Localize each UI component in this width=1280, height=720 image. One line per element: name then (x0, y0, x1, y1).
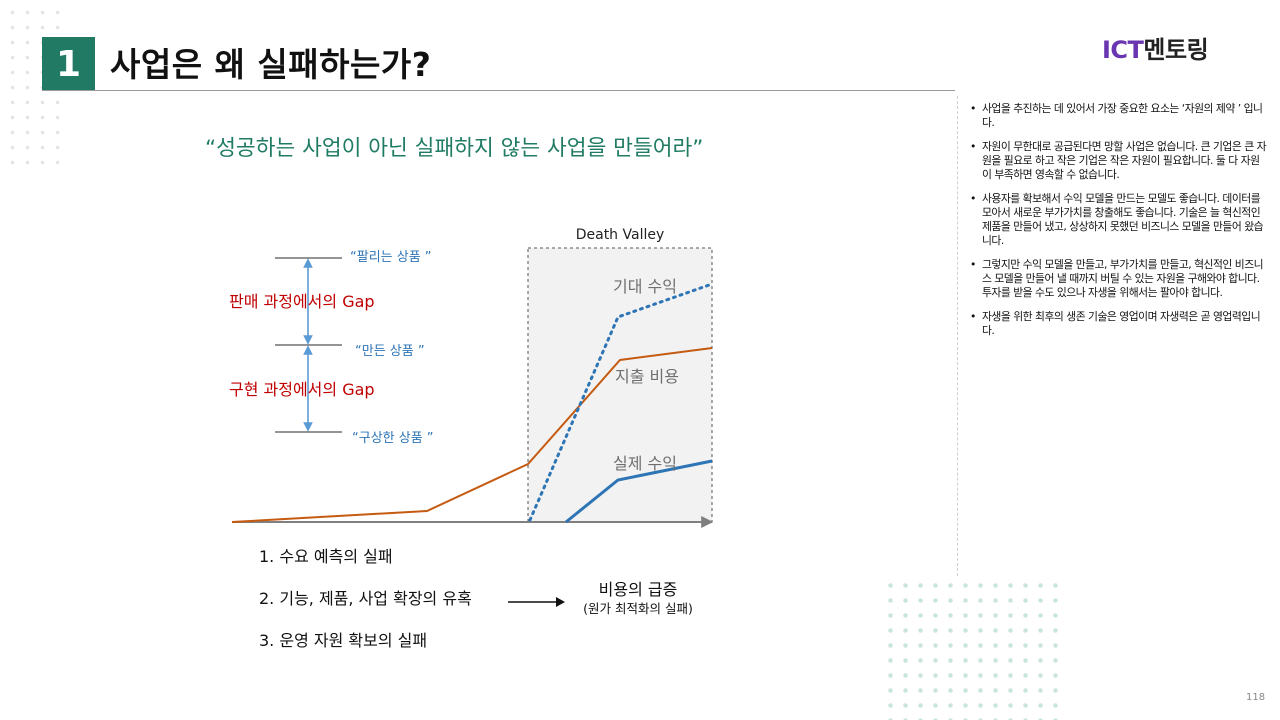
actual-revenue-label: 실제 수익 (613, 454, 677, 473)
decorative-dots-bottom-right (880, 575, 1058, 720)
actual-revenue-curve (565, 459, 713, 524)
section-number-badge: 1 (42, 37, 95, 91)
spending-label: 지출 비용 (615, 367, 679, 386)
bullet-item: 사용자를 확보해서 수익 모델을 만드는 모델도 좋습니다. 데이터를 모아서 … (968, 192, 1268, 248)
column-divider (957, 96, 958, 576)
cost-surge-callout: 비용의 급증 (원가 최적화의 실패) (568, 580, 708, 618)
page-title: 사업은 왜 실패하는가? (110, 45, 432, 84)
bullet-item: 사업을 추진하는 데 있어서 가장 중요한 요소는 ‘자원의 제약 ’ 입니다. (968, 102, 1268, 130)
ict-mentoring-logo: ICT멘토링 (1102, 30, 1209, 65)
implementation-gap-label: 구현 과정에서의 Gap (229, 380, 375, 399)
slide-subtitle-quote: “성공하는 사업이 아닌 실패하지 않는 사업을 만들어라” (205, 136, 704, 161)
arrow-right-icon (508, 597, 565, 607)
planned-product-label: “구상한 상품 ” (352, 431, 434, 446)
death-valley-diagram: Death Valley 판매 과정에서의 Gap 구현 과정에서의 Gap “… (229, 227, 714, 528)
failure-reason-item: 2. 기능, 제품, 사업 확장의 유혹 (259, 589, 472, 608)
bullet-item: 자원이 무한대로 공급된다면 망할 사업은 없습니다. 큰 기업은 큰 자원을 … (968, 140, 1268, 182)
logo-ict-text: ICT (1102, 36, 1144, 64)
bullet-item: 자생을 위한 최후의 생존 기술은 영업이며 자생력은 곧 영업력입니다. (968, 310, 1268, 338)
spending-curve (231, 347, 713, 523)
cost-surge-subtitle: (원가 최적화의 실패) (583, 601, 693, 616)
built-product-label: “만든 상품 ” (355, 344, 425, 359)
sales-gap-label: 판매 과정에서의 Gap (229, 292, 375, 311)
failure-reasons-list: 1. 수요 예측의 실패 2. 기능, 제품, 사업 확장의 유혹 3. 운영 … (259, 541, 472, 667)
failure-reason-item: 3. 운영 자원 확보의 실패 (259, 631, 428, 650)
sellable-product-label: “팔리는 상품 ” (350, 250, 432, 265)
expected-revenue-curve (528, 282, 714, 522)
page-number: 118 (1246, 692, 1266, 703)
cost-surge-title: 비용의 급증 (598, 580, 678, 599)
expected-revenue-label: 기대 수익 (613, 277, 677, 296)
bullet-item: 그렇지만 수익 모델을 만들고, 부가가치를 만들고, 혁신적인 비즈니스 모델… (968, 258, 1268, 300)
death-valley-label: Death Valley (576, 227, 665, 243)
logo-mentoring-text: 멘토링 (1143, 36, 1209, 64)
explanation-bullets: 사업을 추진하는 데 있어서 가장 중요한 요소는 ‘자원의 제약 ’ 입니다.… (968, 102, 1268, 348)
header-divider (42, 90, 955, 91)
failure-reason-item: 1. 수요 예측의 실패 (259, 547, 393, 566)
